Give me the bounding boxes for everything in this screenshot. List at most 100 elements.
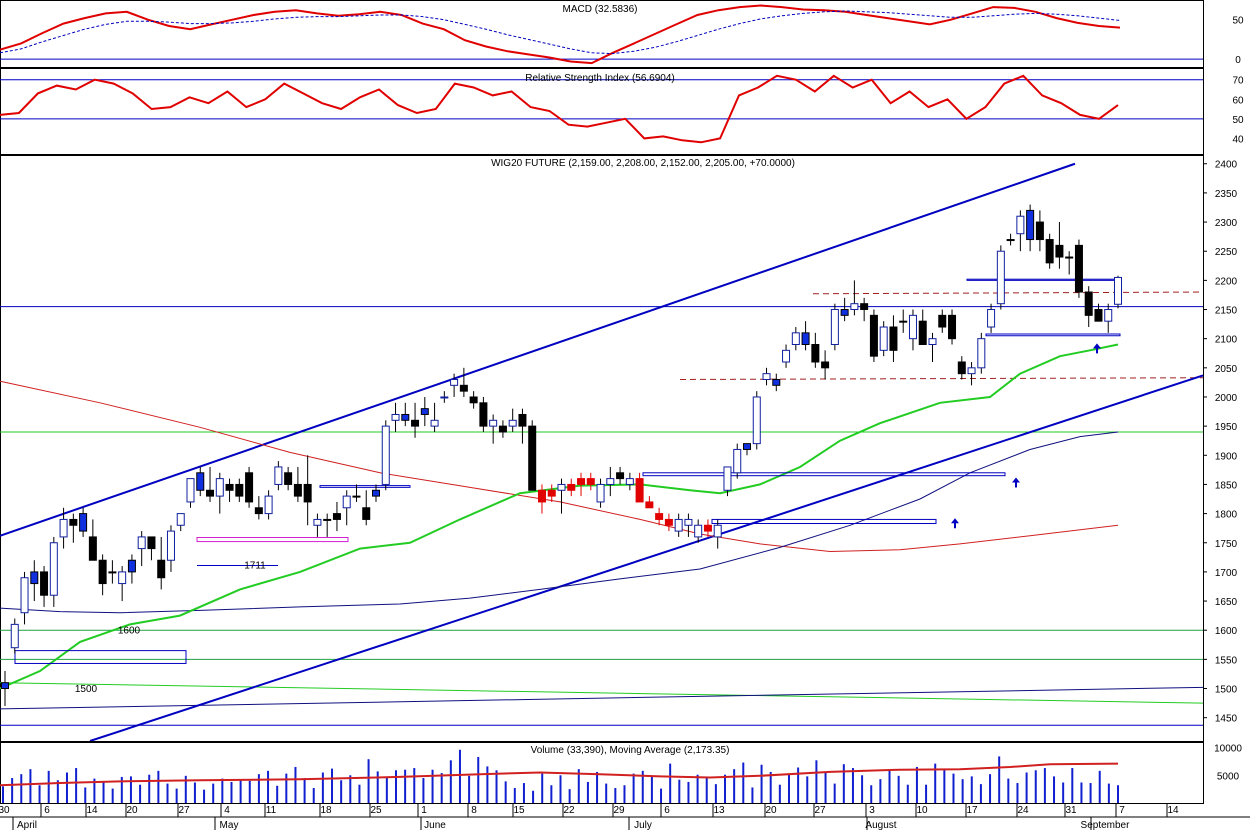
volume-bar (385, 777, 388, 803)
macd-tick-label: 0 (1235, 55, 1241, 66)
volume-bar (93, 778, 96, 803)
candle-body (1055, 244, 1064, 258)
candle-body (430, 419, 439, 427)
volume-bar (47, 770, 50, 803)
candle-body (938, 314, 947, 328)
volume-bar (742, 762, 745, 803)
annotation-label: 1711 (244, 560, 266, 571)
annotation-label: 1500 (75, 684, 98, 695)
date-tick-label: 3 (869, 805, 875, 816)
volume-bar (513, 788, 516, 803)
volume-bar (522, 783, 525, 803)
volume-tick-label: 5000 (1217, 771, 1240, 782)
date-tick-label: 14 (1167, 805, 1179, 816)
candle-body (918, 320, 927, 346)
candle-body (1, 682, 9, 690)
volume-bar (212, 783, 215, 803)
candle-body (899, 320, 908, 323)
date-tick-label: 14 (86, 805, 98, 816)
price-tick-label: 2300 (1215, 218, 1238, 229)
volume-bar (1016, 783, 1019, 803)
channel-upper-line (0, 162, 1076, 537)
candle-body (577, 478, 586, 485)
price-title: WIG20 FUTURE (2,159.00, 2,208.00, 2,152.… (491, 158, 795, 169)
sloped-green-line (0, 682, 1203, 704)
price-tick-label: 1900 (1215, 451, 1238, 462)
candle-body (284, 472, 293, 485)
volume-bar (203, 789, 206, 803)
candle-body (137, 536, 146, 550)
candle-body (362, 507, 371, 520)
candle-body (303, 483, 312, 503)
volume-bar (413, 768, 416, 803)
candle-body (733, 448, 742, 474)
volume-bar (2, 786, 4, 803)
candle-body (274, 466, 283, 485)
price-tick-label: 1600 (1215, 626, 1238, 637)
price-plot-area: 1711 1600 1500 (0, 162, 1203, 741)
candle-body (489, 419, 498, 427)
volume-bar (230, 781, 233, 803)
volume-bar (294, 766, 297, 803)
candle-body (79, 513, 88, 532)
candle-body (645, 501, 654, 509)
price-tick-label: 1950 (1215, 422, 1238, 433)
volume-bar (431, 769, 434, 803)
candle-body (879, 326, 888, 351)
candle-body (723, 466, 732, 491)
volume-title: Volume (33,390), Moving Average (2,173.3… (531, 745, 730, 756)
up-arrow-icon (951, 518, 959, 529)
volume-bar (504, 781, 507, 803)
candle-body (616, 472, 625, 480)
price-tick-label: 2150 (1215, 306, 1238, 317)
panel-frame-rsi (0, 68, 1204, 155)
dashed-level-lower (679, 377, 1203, 380)
volume-bar (11, 778, 14, 803)
volume-bar (861, 775, 864, 803)
candle-body (1006, 239, 1015, 242)
candle-body (254, 507, 263, 515)
candle-body (108, 571, 117, 574)
price-tick-label: 2350 (1215, 189, 1238, 200)
month-label: April (17, 820, 37, 830)
volume-bar (897, 775, 900, 803)
candle-body (245, 472, 254, 503)
candle-body (59, 518, 68, 538)
volume-bar (440, 773, 443, 803)
candle-body (928, 338, 937, 346)
macd-panel: 0 50 (0, 4, 1244, 66)
volume-bar (166, 783, 169, 803)
volume-bar (1089, 783, 1092, 803)
macd-series-macd (0, 4, 1121, 65)
volume-bar (925, 784, 928, 803)
candle-body (196, 472, 205, 491)
candle-body (850, 303, 859, 311)
candle-body (313, 518, 322, 526)
candle-body (987, 309, 996, 328)
up-arrow-icon (1012, 477, 1020, 488)
volume-bar (687, 781, 690, 803)
candle-body (840, 309, 849, 316)
date-tick-label: 27 (178, 805, 190, 816)
candle-body (381, 425, 390, 485)
candle-body (40, 571, 49, 596)
date-tick-label: 30 (0, 805, 10, 816)
volume-bar (1034, 770, 1037, 803)
panel-frame-price (0, 155, 1204, 742)
volume-bar (842, 764, 845, 803)
volume-bar (139, 784, 142, 803)
date-tick-label: 10 (916, 805, 928, 816)
volume-bar (641, 770, 644, 803)
date-tick-label: 6 (44, 805, 50, 816)
volume-bar (1053, 776, 1056, 803)
volume-bar (349, 775, 352, 803)
volume-bar (1025, 772, 1028, 803)
candle-body (420, 408, 429, 415)
volume-bar (623, 785, 626, 803)
volume-bar (358, 784, 361, 803)
volume-bar (879, 779, 882, 803)
panel-frame-macd (0, 0, 1204, 68)
date-tick-label: 4 (224, 805, 230, 816)
volume-bar (824, 772, 827, 803)
